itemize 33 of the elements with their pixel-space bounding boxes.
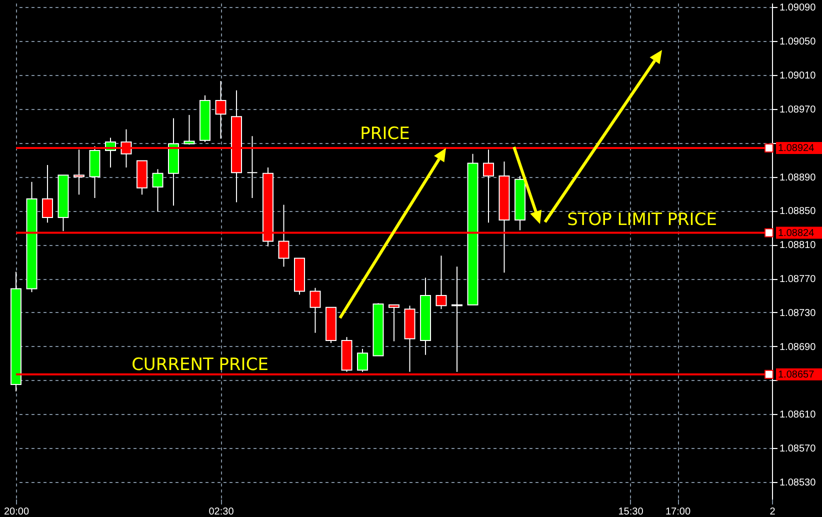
annotation: STOP LIMIT PRICE xyxy=(567,210,717,230)
y-tick-label: 1.08970 xyxy=(780,104,816,116)
ref-line-label: 1.08924 xyxy=(778,142,815,154)
candlestick xyxy=(42,164,53,224)
x-tick-label: 02:30 xyxy=(208,506,234,517)
y-tick-label: 1.08890 xyxy=(780,172,816,184)
y-tick-label: 1.08770 xyxy=(780,274,816,286)
y-tick-label: 1.09090 xyxy=(780,2,816,14)
candlestick xyxy=(388,304,400,342)
y-tick-label: 1.08610 xyxy=(780,410,816,421)
candlestick xyxy=(152,168,164,212)
x-tick-label: 20:00 xyxy=(4,506,30,517)
x-tick-label: 15:30 xyxy=(618,506,644,517)
y-tick-label: 1.09050 xyxy=(780,36,816,48)
x-tick-label: 17:00 xyxy=(665,506,691,517)
y-tick-label: 1.08690 xyxy=(780,342,816,353)
ref-line-label: 1.08824 xyxy=(778,228,815,239)
annotation: CURRENT PRICE xyxy=(132,355,268,375)
candlestick xyxy=(246,136,258,199)
ref-line-label: 1.08657 xyxy=(778,369,815,380)
x-tick-label: 2 xyxy=(770,506,776,517)
annotation: PRICE xyxy=(360,124,410,144)
candlestick xyxy=(357,348,368,372)
y-tick-label: 1.08530 xyxy=(780,478,816,489)
y-tick-label: 1.08810 xyxy=(780,240,816,252)
y-tick-label: 1.08730 xyxy=(780,308,816,319)
candlestick xyxy=(436,255,447,310)
candlestick xyxy=(310,287,321,334)
candlestick xyxy=(184,114,195,146)
y-tick-label: 1.09010 xyxy=(780,70,816,82)
y-tick-label: 1.08850 xyxy=(780,206,816,218)
candlestick xyxy=(215,80,226,140)
y-tick-label: 1.08570 xyxy=(780,444,816,455)
